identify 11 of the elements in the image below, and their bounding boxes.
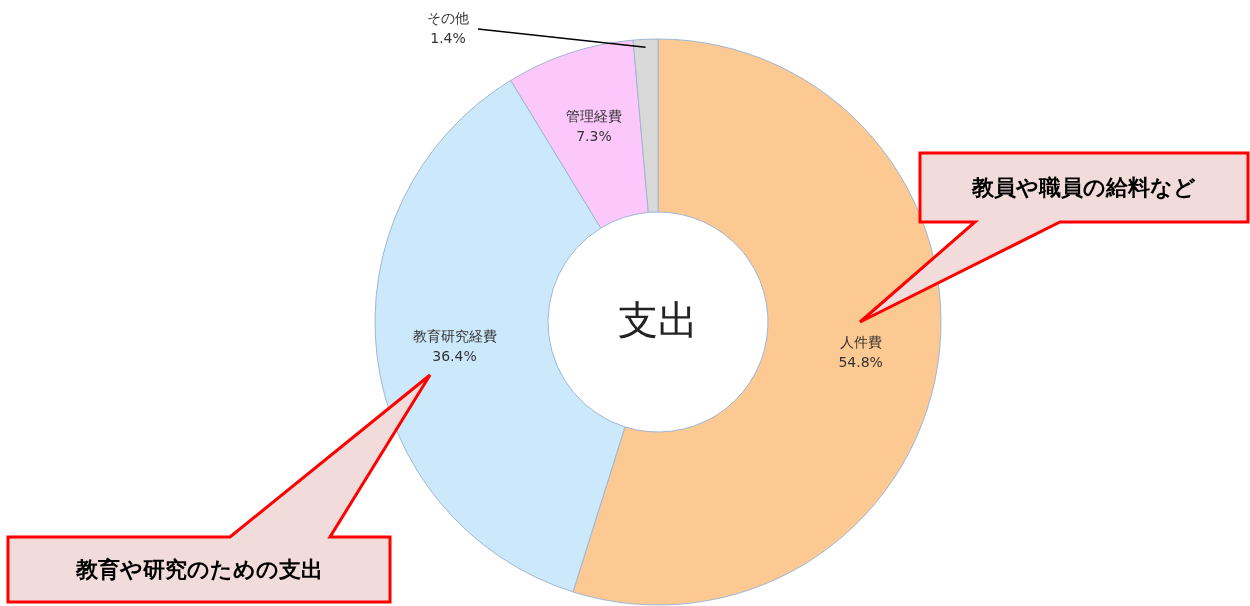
slice-label: その他: [427, 10, 469, 26]
slice-label: 人件費: [839, 334, 882, 351]
slice-label: 教育研究経費: [412, 327, 497, 344]
data-label: 54.8%: [838, 354, 883, 371]
text: 教員や職員の給料など: [971, 175, 1196, 200]
data-label: 1.4%: [430, 30, 466, 46]
text: 教育や研究のための支出: [74, 557, 323, 582]
text: 支出: [618, 297, 698, 343]
data-label: 36.4%: [432, 347, 477, 364]
slice-label: 管理経費: [565, 108, 622, 125]
data-label: 7.3%: [576, 128, 612, 145]
